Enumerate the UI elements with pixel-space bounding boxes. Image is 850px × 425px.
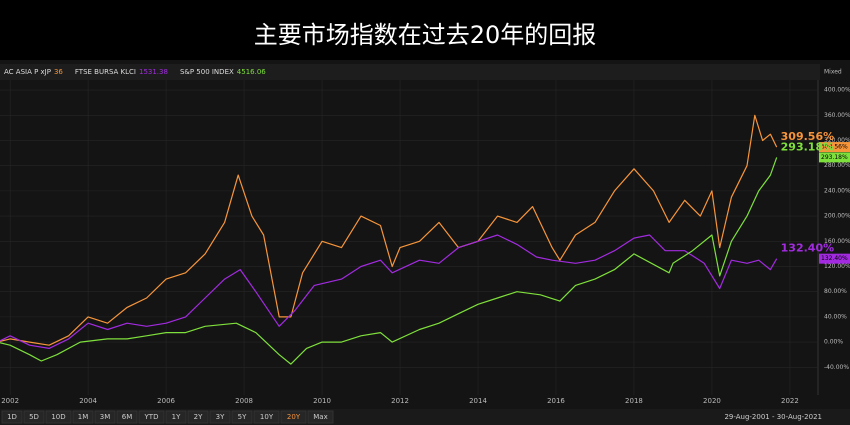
range-button-label[interactable]: 3Y	[216, 413, 225, 421]
y-tick-label: 200.00%	[824, 213, 850, 220]
range-button[interactable]	[307, 410, 334, 424]
x-tick-label: 2008	[235, 397, 253, 405]
y-tick-label: 160.00%	[824, 238, 850, 245]
end-label: 293.18%	[781, 140, 834, 153]
end-label: 132.40%	[781, 242, 834, 255]
y-tick-label: 400.00%	[824, 87, 850, 94]
range-button[interactable]	[187, 410, 209, 424]
range-button-label[interactable]: 10Y	[260, 413, 274, 421]
series-line	[0, 157, 778, 365]
y-tick-label: 40.00%	[824, 313, 847, 320]
range-button[interactable]	[253, 410, 280, 424]
range-button-label[interactable]: 1M	[78, 413, 89, 421]
legend-name[interactable]: S&P 500 INDEX	[180, 68, 234, 76]
x-tick-label: 2014	[469, 397, 487, 405]
y-tick-label: 240.00%	[824, 187, 850, 194]
range-button[interactable]	[231, 410, 253, 424]
price-tag	[819, 253, 850, 264]
chart-title: 主要市场指数在过去20年的回报	[254, 21, 597, 49]
range-button-label[interactable]: 10D	[51, 413, 65, 421]
y-tick-label: 120.00%	[824, 263, 850, 270]
x-tick-label: 2010	[313, 397, 331, 405]
price-tag	[819, 152, 850, 163]
range-button-label[interactable]: 3M	[100, 413, 111, 421]
range-button-label[interactable]: 6M	[122, 413, 133, 421]
y-tick-label: 0.00%	[824, 339, 843, 346]
x-tick-label: 2020	[703, 397, 721, 405]
range-button[interactable]	[23, 410, 45, 424]
axis-label: Mixed	[824, 69, 842, 76]
x-tick-label: 2004	[79, 397, 97, 405]
range-button[interactable]	[116, 410, 138, 424]
range-button-label[interactable]: Max	[313, 413, 327, 421]
legend-value: 1531.38	[139, 68, 168, 76]
y-tick-label: 80.00%	[824, 288, 847, 295]
y-tick-label: 320.00%	[824, 137, 850, 144]
range-button-label[interactable]: 5D	[29, 413, 39, 421]
panel	[0, 60, 850, 425]
series-line	[0, 234, 778, 349]
range-button[interactable]	[280, 410, 307, 424]
series-line	[0, 114, 778, 346]
toolbar	[0, 64, 820, 80]
range-button[interactable]	[209, 410, 231, 424]
end-label: 309.56%	[781, 130, 834, 143]
price-tag-label: 293.18%	[821, 154, 848, 161]
range-button-label[interactable]: 2Y	[194, 413, 203, 421]
legend-value: 36	[54, 68, 63, 76]
legend-name[interactable]: AC ASIA P xJP	[4, 68, 51, 76]
x-tick-label: 2006	[157, 397, 175, 405]
y-tick-label: 360.00%	[824, 112, 850, 119]
price-tag-label: 132.40%	[821, 255, 848, 262]
range-button-label[interactable]: 1Y	[172, 413, 181, 421]
x-tick-label: 2002	[1, 397, 19, 405]
x-tick-label: 2018	[625, 397, 643, 405]
y-tick-label: 280.00%	[824, 162, 850, 169]
range-button[interactable]	[45, 410, 72, 424]
legend-value: 4516.06	[237, 68, 266, 76]
range-button-label[interactable]: YTD	[144, 413, 159, 421]
date-range: 29-Aug-2001 - 30-Aug-2021	[724, 413, 822, 421]
range-button[interactable]	[94, 410, 116, 424]
range-button-label[interactable]: 5Y	[238, 413, 247, 421]
legend-name[interactable]: FTSE BURSA KLCI	[75, 68, 136, 76]
price-tag	[819, 142, 850, 153]
range-button-label[interactable]: 20Y	[287, 413, 301, 421]
range-button-label[interactable]: 1D	[7, 413, 17, 421]
range-button[interactable]	[138, 410, 165, 424]
x-tick-label: 2012	[391, 397, 409, 405]
x-tick-label: 2022	[781, 397, 799, 405]
range-button[interactable]	[72, 410, 94, 424]
range-button[interactable]	[165, 410, 187, 424]
range-button[interactable]	[1, 410, 23, 424]
x-tick-label: 2016	[547, 397, 565, 405]
price-tag-label: 309.56%	[821, 144, 848, 151]
y-tick-label: -40.00%	[824, 364, 849, 371]
